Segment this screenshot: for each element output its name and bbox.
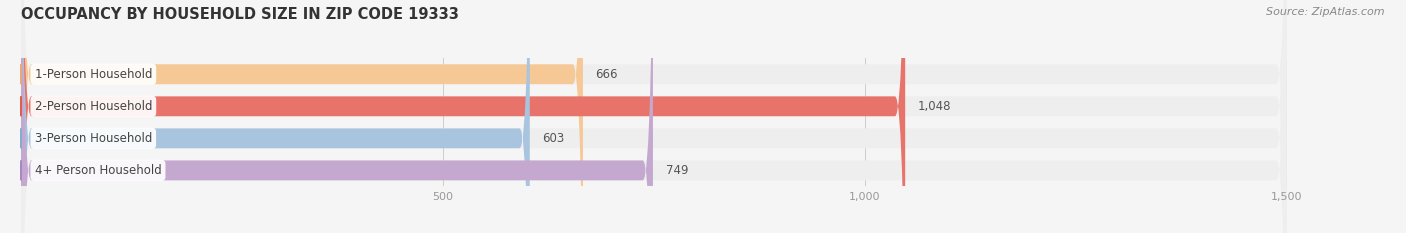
FancyBboxPatch shape bbox=[21, 0, 905, 233]
FancyBboxPatch shape bbox=[21, 0, 530, 233]
Text: 1,048: 1,048 bbox=[918, 100, 952, 113]
Text: 4+ Person Household: 4+ Person Household bbox=[35, 164, 162, 177]
Text: 603: 603 bbox=[543, 132, 565, 145]
FancyBboxPatch shape bbox=[21, 0, 1286, 233]
Text: OCCUPANCY BY HOUSEHOLD SIZE IN ZIP CODE 19333: OCCUPANCY BY HOUSEHOLD SIZE IN ZIP CODE … bbox=[21, 7, 458, 22]
FancyBboxPatch shape bbox=[21, 0, 1286, 233]
Text: 1-Person Household: 1-Person Household bbox=[35, 68, 152, 81]
FancyBboxPatch shape bbox=[21, 0, 1286, 233]
FancyBboxPatch shape bbox=[21, 0, 652, 233]
Text: Source: ZipAtlas.com: Source: ZipAtlas.com bbox=[1267, 7, 1385, 17]
FancyBboxPatch shape bbox=[21, 0, 1286, 233]
FancyBboxPatch shape bbox=[21, 0, 583, 233]
Text: 666: 666 bbox=[596, 68, 619, 81]
Text: 2-Person Household: 2-Person Household bbox=[35, 100, 152, 113]
Text: 3-Person Household: 3-Person Household bbox=[35, 132, 152, 145]
Text: 749: 749 bbox=[665, 164, 688, 177]
